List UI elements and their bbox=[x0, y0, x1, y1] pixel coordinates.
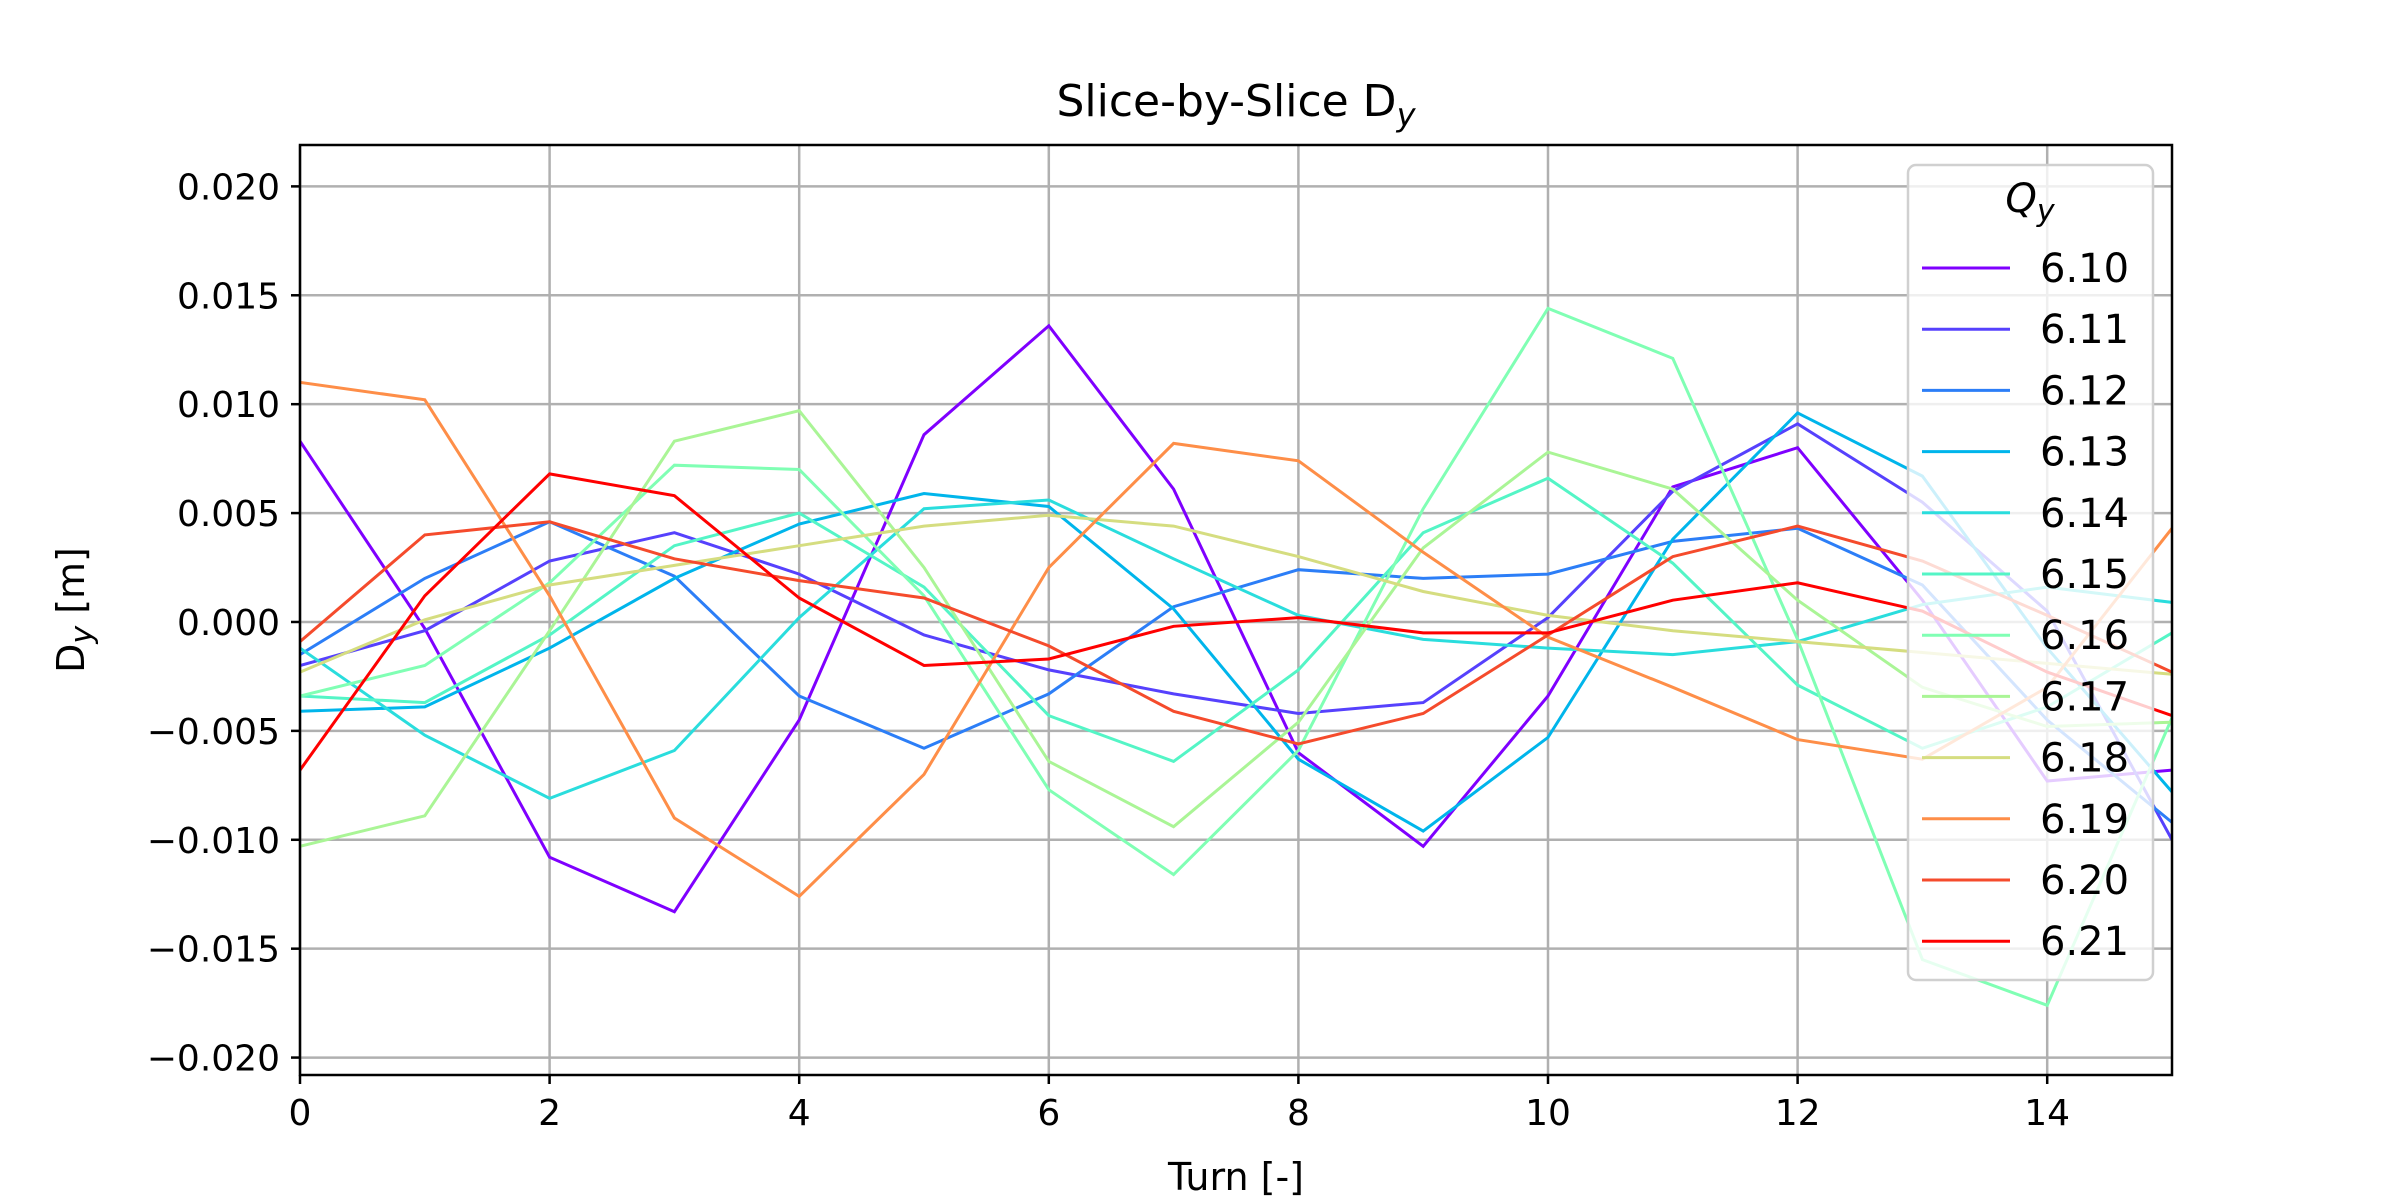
y-tick-label: −0.015 bbox=[147, 930, 280, 971]
y-tick-label: 0.010 bbox=[177, 385, 280, 426]
legend-item-6.18: 6.18 bbox=[1922, 736, 2129, 782]
legend-item-6.20: 6.20 bbox=[1922, 858, 2129, 904]
y-tick-label: −0.005 bbox=[147, 712, 280, 753]
plot-frame bbox=[298, 143, 2174, 1077]
legend-label: 6.16 bbox=[2040, 613, 2129, 659]
legend-item-6.11: 6.11 bbox=[1922, 307, 2129, 353]
legend-item-6.10: 6.10 bbox=[1922, 246, 2129, 292]
x-tick-label: 8 bbox=[1287, 1093, 1310, 1134]
series-line-6.20 bbox=[300, 520, 2172, 746]
y-tick-label: −0.010 bbox=[147, 821, 280, 862]
series-line-6.16 bbox=[300, 306, 2172, 1008]
legend-item-6.19: 6.19 bbox=[1922, 797, 2129, 843]
legend-items: 6.10 6.11 6.12 6.13 6.14 6.15 6.16 6.17 6.18 6.19… bbox=[1922, 246, 2129, 965]
series-line-6.21 bbox=[300, 472, 2172, 771]
y-axis-label-subscript: y bbox=[65, 625, 100, 645]
series-line-6.10 bbox=[300, 323, 2172, 914]
legend-label: 6.18 bbox=[2040, 736, 2129, 782]
legend-label: 6.14 bbox=[2040, 491, 2129, 537]
series-line-6.17 bbox=[300, 409, 2172, 848]
y-axis-label-unit: [m] bbox=[49, 547, 93, 626]
legend-label: 6.20 bbox=[2040, 858, 2129, 904]
legend-label: 6.13 bbox=[2040, 430, 2129, 476]
chart-title: Slice-by-Slice Dy bbox=[1056, 76, 1416, 134]
legend-label: 6.19 bbox=[2040, 797, 2129, 843]
legend-item-6.16: 6.16 bbox=[1922, 613, 2129, 659]
legend-item-6.17: 6.17 bbox=[1922, 674, 2129, 720]
legend-box bbox=[1906, 163, 2155, 982]
legend-title-subscript: y bbox=[2036, 194, 2056, 229]
y-tick-label: 0.020 bbox=[177, 167, 280, 208]
series-line-6.19 bbox=[300, 380, 2172, 899]
legend-label: 6.21 bbox=[2040, 919, 2129, 965]
y-tick-label: 0.015 bbox=[177, 276, 280, 317]
legend-label: 6.10 bbox=[2040, 246, 2129, 292]
x-tick-label: 14 bbox=[2024, 1093, 2070, 1134]
legend-item-6.21: 6.21 bbox=[1922, 919, 2129, 965]
legend-item-6.13: 6.13 bbox=[1922, 430, 2129, 476]
x-tick-label: 6 bbox=[1037, 1093, 1060, 1134]
series-line-6.14 bbox=[300, 498, 2172, 801]
y-axis-label: Dy [m] bbox=[49, 547, 100, 673]
series-line-6.12 bbox=[300, 520, 2172, 824]
series-line-6.15 bbox=[300, 476, 2172, 764]
chart-title-subscript: y bbox=[1396, 96, 1417, 134]
x-tick-label: 0 bbox=[289, 1093, 312, 1134]
y-tick-label: −0.020 bbox=[147, 1039, 280, 1080]
legend: Qy 6.106.116.126.136.146.156.166.176.186… bbox=[1906, 163, 2155, 982]
legend-label: 6.15 bbox=[2040, 552, 2129, 598]
x-axis-label: Turn [-] bbox=[1167, 1155, 1304, 1199]
grid-lines bbox=[298, 145, 2172, 1075]
legend-item-6.15: 6.15 bbox=[1922, 552, 2129, 598]
x-tick-label: 2 bbox=[538, 1093, 561, 1134]
legend-label: 6.17 bbox=[2040, 674, 2129, 720]
x-tick-label: 12 bbox=[1775, 1093, 1821, 1134]
legend-item-6.12: 6.12 bbox=[1922, 368, 2129, 414]
axis-ticks: 0 2 4 6 8 10 12 14 −0.020 −0.015 −0.010 −0.005 0.000… bbox=[147, 167, 2070, 1134]
series-lines bbox=[300, 306, 2172, 1008]
legend-label: 6.12 bbox=[2040, 368, 2129, 414]
series-line-6.13 bbox=[300, 411, 2172, 833]
y-tick-label: 0.005 bbox=[177, 494, 280, 535]
y-tick-label: 0.000 bbox=[177, 603, 280, 644]
series-line-6.18 bbox=[300, 513, 2172, 676]
x-tick-label: 4 bbox=[788, 1093, 811, 1134]
legend-item-6.14: 6.14 bbox=[1922, 491, 2129, 537]
legend-label: 6.11 bbox=[2040, 307, 2129, 353]
series-line-6.11 bbox=[300, 422, 2172, 841]
x-tick-label: 10 bbox=[1525, 1093, 1571, 1134]
legend-title: Qy bbox=[2005, 176, 2055, 229]
